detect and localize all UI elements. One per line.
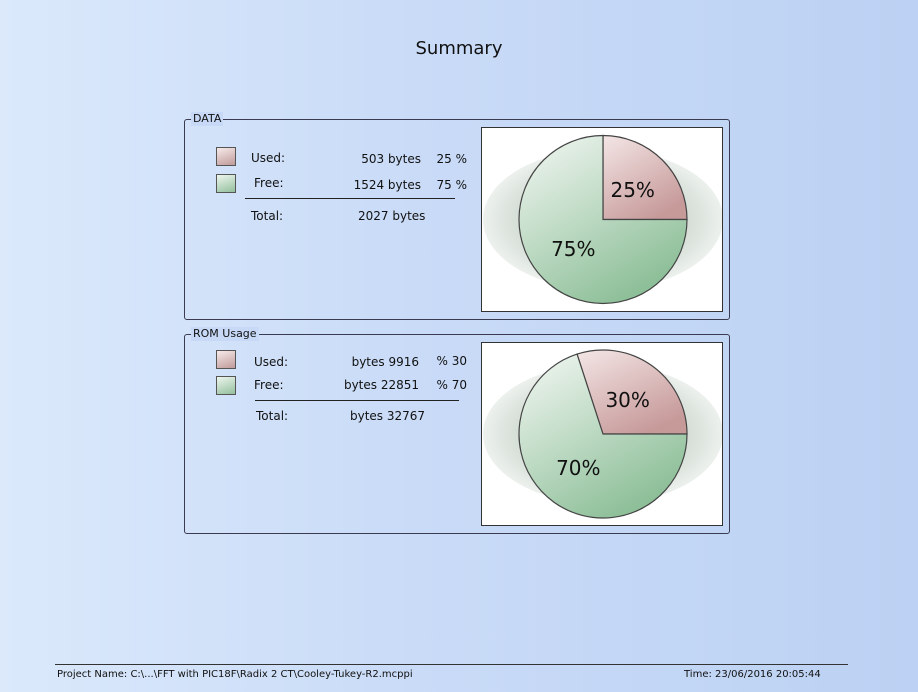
data-group-legend: DATA xyxy=(191,112,224,126)
total-label: Total: xyxy=(256,409,289,423)
free-percent: 75 % xyxy=(436,178,468,192)
report-time: Time: 23/06/2016 20:05:44 xyxy=(684,669,821,680)
used-swatch-icon xyxy=(216,350,236,369)
data-group: DATA Used: 503 bytes 25 % Free: 1524 byt… xyxy=(184,112,730,320)
total-divider xyxy=(255,400,459,401)
used-label: Used: xyxy=(254,355,289,369)
pie-slice-free xyxy=(518,134,688,305)
total-value: bytes 32767 xyxy=(350,409,426,423)
pie-slice-label: 25% xyxy=(610,178,654,202)
free-value: 1524 bytes xyxy=(353,178,421,192)
data-pie-svg: 25% 75% xyxy=(483,134,722,305)
total-divider xyxy=(245,198,455,199)
rom-group: ROM Usage Used: bytes 9916 % 30 Free: by… xyxy=(184,327,730,534)
pie-slice-used xyxy=(602,134,688,221)
pie-slice-used xyxy=(576,349,688,435)
used-swatch-icon xyxy=(216,147,236,166)
pie-slice-label: 70% xyxy=(556,456,600,480)
used-percent: % 30 xyxy=(436,354,468,368)
free-swatch-icon xyxy=(216,376,236,395)
used-percent: 25 % xyxy=(436,152,468,166)
pie-slice-label: 30% xyxy=(605,388,649,412)
used-label: Used: xyxy=(251,151,286,165)
used-value: 503 bytes xyxy=(361,152,421,166)
free-percent: % 70 xyxy=(436,378,468,392)
rom-pie-chart: 30% 70% xyxy=(481,342,723,526)
free-label: Free: xyxy=(254,176,284,190)
project-name: Project Name: C:\...\FFT with PIC18F\Rad… xyxy=(57,669,413,680)
rom-pie-svg: 30% 70% xyxy=(483,349,722,519)
free-value: bytes 22851 xyxy=(343,378,419,392)
free-label: Free: xyxy=(254,378,284,392)
footer-divider xyxy=(55,664,848,665)
data-pie-chart: 25% 75% xyxy=(481,127,723,312)
page-title: Summary xyxy=(415,38,503,59)
free-swatch-icon xyxy=(216,174,236,193)
used-value: bytes 9916 xyxy=(351,355,419,369)
pie-slice-free xyxy=(518,353,688,519)
total-label: Total: xyxy=(251,209,284,223)
rom-group-legend: ROM Usage xyxy=(191,327,259,341)
total-value: 2027 bytes xyxy=(358,209,426,223)
pie-slice-label: 75% xyxy=(551,237,595,261)
